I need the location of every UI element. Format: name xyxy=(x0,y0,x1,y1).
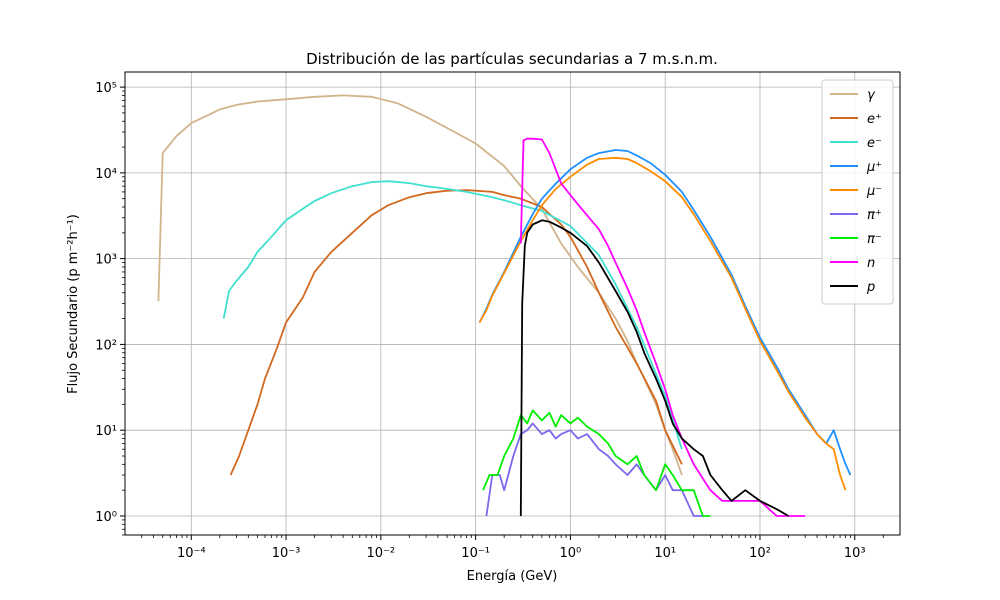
x-axis: 10⁻⁴ 10⁻³ 10⁻² 10⁻¹ 10⁰ 10¹ 10² 10³ xyxy=(141,535,884,561)
y-tick-label: 10² xyxy=(95,338,117,353)
x-tick-label: 10⁻⁴ xyxy=(177,546,206,561)
legend-label-5: π⁺ xyxy=(867,208,882,223)
y-tick-label: 10⁴ xyxy=(95,167,117,182)
x-tick-label: 10⁰ xyxy=(560,546,582,561)
legend-label-1: e⁺ xyxy=(867,112,882,127)
series-group xyxy=(157,94,852,517)
series-line-5 xyxy=(485,422,703,517)
legend-label-8: p xyxy=(866,280,875,295)
y-tick-label: 10¹ xyxy=(95,424,117,439)
legend-label-2: e⁻ xyxy=(867,136,882,151)
legend-box xyxy=(821,79,894,305)
chart-title: Distribución de las partículas secundari… xyxy=(306,50,718,68)
legend-label-6: π⁻ xyxy=(867,232,882,247)
y-axis-title: Flujo Secundario (p m⁻²h⁻¹) xyxy=(66,214,81,394)
legend: γ e⁺ e⁻ μ⁺ μ⁻ π⁺ π⁻ np xyxy=(821,79,894,305)
legend-label-4: μ⁻ xyxy=(866,184,882,199)
series-line-6 xyxy=(482,409,711,517)
x-axis-title: Energía (GeV) xyxy=(467,569,558,584)
x-tick-label: 10⁻¹ xyxy=(461,546,490,561)
series-line-2 xyxy=(222,180,683,450)
x-tick-label: 10¹ xyxy=(654,546,676,561)
series-line-8 xyxy=(519,219,789,517)
series-line-1 xyxy=(229,189,683,476)
y-tick-label: 10⁵ xyxy=(95,81,117,96)
y-axis: 10⁰ 10¹ 10² 10³ 10⁴ 10⁵ xyxy=(95,81,125,536)
x-tick-label: 10² xyxy=(749,546,771,561)
legend-label-0: γ xyxy=(867,88,876,103)
series-line-4 xyxy=(478,156,847,491)
x-tick-label: 10⁻³ xyxy=(272,546,301,561)
x-tick-label: 10⁻² xyxy=(367,546,396,561)
y-tick-label: 10³ xyxy=(95,253,117,268)
y-tick-label: 10⁰ xyxy=(95,510,117,525)
legend-label-7: n xyxy=(867,256,875,271)
legend-label-3: μ⁺ xyxy=(866,160,882,175)
series-line-7 xyxy=(519,137,806,517)
x-tick-label: 10³ xyxy=(844,546,866,561)
